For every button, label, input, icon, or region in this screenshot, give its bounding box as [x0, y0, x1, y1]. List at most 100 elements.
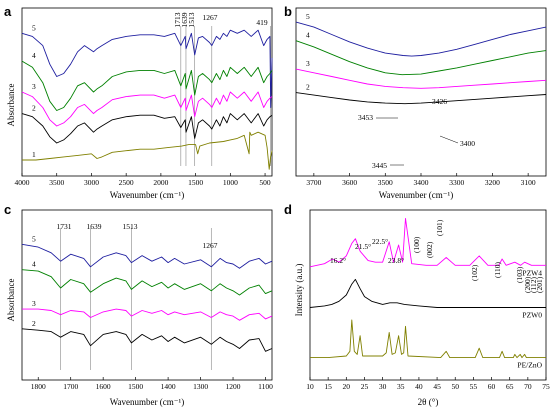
panel-d: d Intensity (a.u.) 2θ (°) 10 15 20 25 30 35 40…: [284, 202, 550, 407]
x-tick-label-a-0: 4000: [15, 178, 30, 187]
series-c-4: [21, 269, 273, 296]
x-axis-label-b: Wavenumber (cm⁻¹): [379, 190, 453, 200]
series-b-5: [295, 21, 547, 57]
x-tick-label-c-3: 1500: [128, 382, 143, 391]
series-c-3: [22, 308, 273, 321]
annotation-103: (103): [515, 266, 524, 283]
series-label-a-0: 5: [32, 23, 36, 32]
y-axis-label-d: Intensity (a.u.): [294, 264, 304, 317]
series-label-d-0: PZW4: [522, 268, 542, 277]
x-tick-label-d-11: 65: [506, 382, 514, 391]
x-axis-label-a: Wavenumber (cm⁻¹): [110, 190, 184, 200]
series-label-b-0: 5: [306, 12, 310, 21]
plot-frame-a: [21, 7, 273, 177]
x-ticks-c: 1800 1700 1600 1500 1400 1300 1200 1100: [31, 377, 273, 391]
annotation-112: (112): [529, 277, 538, 293]
series-label-b-2: 3: [306, 59, 310, 68]
annotations-d: 16.2° 21.5° 22.5° 23.8° (100) (002) (101…: [330, 219, 544, 293]
series-labels-b: 5 4 3 2: [306, 12, 310, 91]
x-tick-label-d-4: 30: [379, 382, 387, 391]
series-labels-a: 5 4 3 2 1: [32, 23, 36, 159]
annotation-1513: 1513: [123, 222, 138, 231]
x-tick-label-b-2: 3500: [378, 178, 393, 187]
series-b-3: [295, 68, 547, 89]
annotation-22-5: 22.5°: [372, 237, 388, 246]
annotation-21-5: 21.5°: [355, 242, 371, 251]
series-c-2: [21, 328, 273, 352]
series-group-a: [21, 29, 273, 170]
x-tick-label-c-1: 1700: [63, 382, 78, 391]
annotation-1713: 1713: [173, 12, 182, 27]
series-d-pzw4: [309, 217, 546, 268]
x-axis-label-d: 2θ (°): [418, 397, 439, 407]
series-label-d-1: PZW0: [522, 311, 542, 320]
series-label-c-3: 2: [32, 319, 36, 328]
x-tick-label-a-1: 3500: [49, 178, 64, 187]
annotation-419: 419: [256, 18, 268, 27]
series-b-2: [295, 92, 547, 105]
annotations-a: 1713 1639 1513 1267 419: [173, 12, 268, 27]
x-tick-label-d-5: 35: [397, 382, 405, 391]
series-d-pzw0: [309, 278, 546, 308]
annotation-1513: 1513: [187, 12, 196, 27]
annotation-1639: 1639: [180, 12, 189, 27]
x-tick-label-b-4: 3300: [449, 178, 464, 187]
series-label-a-3: 2: [32, 104, 36, 113]
x-tick-label-a-6: 1000: [223, 178, 238, 187]
series-a-1: [22, 131, 273, 170]
annotation-102: (102): [470, 264, 479, 281]
series-label-c-2: 3: [32, 299, 36, 308]
series-a-2: [21, 113, 273, 144]
plot-frame-c: [21, 209, 273, 381]
panel-letter-a: a: [4, 4, 12, 19]
annotation-002: (002): [425, 241, 434, 258]
x-tick-label-a-4: 2000: [153, 178, 168, 187]
x-tick-label-b-3: 3400: [414, 178, 429, 187]
annotation-101: (101): [435, 219, 444, 236]
annotation-1639: 1639: [87, 222, 102, 231]
x-tick-label-d-10: 60: [488, 382, 496, 391]
annotations-c: 1731 1639 1513 1267: [57, 222, 218, 250]
series-group-d: [309, 217, 546, 359]
y-axis-label-c: Absorbance: [6, 279, 16, 322]
annotation-110: (110): [493, 262, 502, 278]
panel-letter-b: b: [284, 4, 292, 19]
x-tick-label-a-5: 1500: [188, 178, 203, 187]
x-tick-label-c-2: 1600: [96, 382, 111, 391]
x-ticks-a: 4000 3500 3000 2500 2000 1500 1000 500: [15, 173, 271, 187]
y-axis-label-a: Absorbance: [6, 84, 16, 127]
series-label-d-2: PE/ZnO: [517, 361, 542, 370]
x-tick-label-d-12: 70: [524, 382, 532, 391]
series-a-5: [21, 29, 273, 108]
annotation-100: (100): [412, 236, 421, 253]
annotation-3453: 3453: [358, 113, 373, 122]
x-tick-label-c-7: 1100: [258, 382, 273, 391]
x-tick-label-b-1: 3600: [342, 178, 357, 187]
x-tick-label-d-13: 75: [542, 382, 550, 391]
x-tick-label-d-9: 55: [470, 382, 478, 391]
annotation-201: (201): [535, 276, 544, 293]
series-group-b: [295, 21, 547, 105]
x-axis-label-c: Wavenumber (cm⁻¹): [110, 397, 184, 407]
panel-letter-d: d: [284, 202, 292, 217]
series-b-4: [295, 40, 547, 76]
annotation-23-8: 23.8°: [388, 256, 404, 265]
plot-frame-b: [295, 7, 547, 177]
x-tick-label-d-0: 10: [306, 382, 314, 391]
series-labels-d: PZW4 PZW0 PE/ZnO: [517, 268, 542, 369]
x-tick-label-b-5: 3200: [485, 178, 500, 187]
arrow-3400: [439, 135, 459, 144]
series-label-c-1: 4: [32, 260, 36, 269]
panel-c: c Absorbance Wavenumber (cm⁻¹) 1800 1700 1…: [4, 202, 273, 407]
series-label-b-1: 4: [306, 31, 310, 40]
annotation-200: (200): [523, 276, 532, 293]
annotation-3426: 3426: [432, 97, 447, 106]
x-tick-label-c-6: 1200: [226, 382, 241, 391]
series-d-pezno: [310, 319, 546, 359]
series-label-a-1: 4: [32, 51, 36, 60]
series-label-c-0: 5: [32, 234, 36, 243]
series-label-b-3: 2: [306, 83, 310, 92]
x-tick-label-a-7: 500: [259, 178, 271, 187]
x-tick-label-c-5: 1300: [193, 382, 208, 391]
